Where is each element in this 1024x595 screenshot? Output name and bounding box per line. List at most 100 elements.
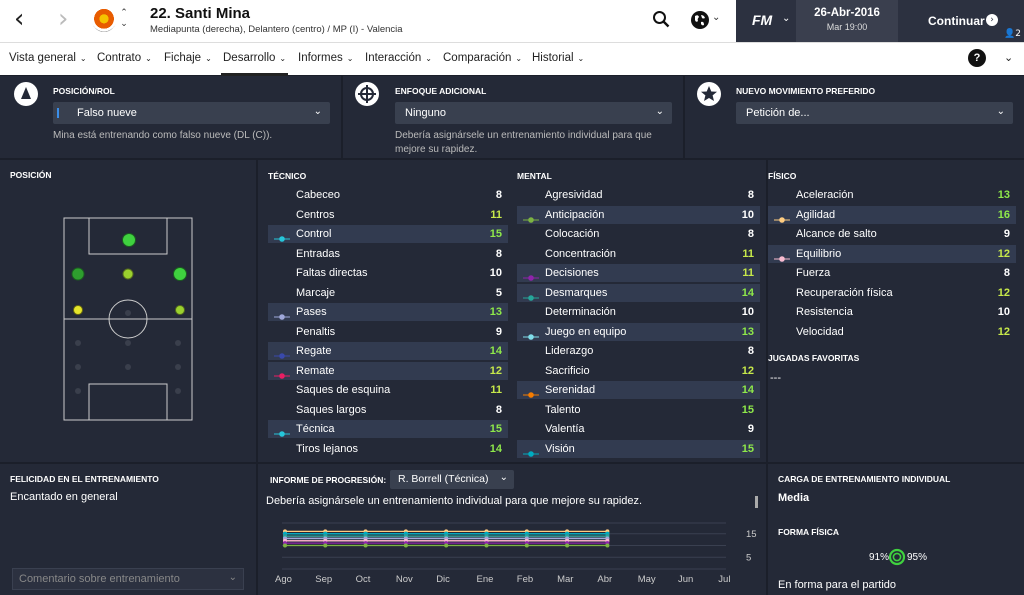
chart-y-tick-label: 15 bbox=[746, 529, 757, 540]
tab-comparacion[interactable]: Comparación ⌄ bbox=[443, 52, 523, 64]
attribute-row-tech-2[interactable]: Control 15 bbox=[268, 225, 508, 243]
attribute-row-tech-3[interactable]: Entradas 8 bbox=[268, 245, 508, 263]
fm-chevron-icon[interactable]: ⌄ bbox=[782, 13, 791, 24]
chart-point[interactable] bbox=[484, 543, 489, 548]
attribute-row-mental-5[interactable]: Desmarques 14 bbox=[517, 283, 760, 302]
attribute-row-mental-12[interactable]: Valentía 9 bbox=[517, 420, 760, 438]
attribute-row-tech-0[interactable]: Cabeceo 8 bbox=[268, 186, 508, 204]
tab-desarrollo[interactable]: Desarrollo ⌄ bbox=[220, 52, 289, 76]
attribute-row-tech-13[interactable]: Tiros lejanos 14 bbox=[268, 440, 508, 458]
chart-point[interactable] bbox=[323, 543, 328, 548]
new-move-value: Petición de... bbox=[746, 107, 810, 119]
attribute-value: 15 bbox=[741, 403, 754, 416]
help-icon[interactable]: ? bbox=[968, 49, 986, 67]
tab-informes[interactable]: Informes ⌄ bbox=[298, 52, 354, 64]
continue-arrow-icon[interactable]: › bbox=[986, 14, 998, 26]
back-icon[interactable]: ‹ bbox=[14, 4, 25, 34]
pitch-position-dl-c bbox=[122, 233, 136, 247]
attribute-highlight-icon bbox=[523, 270, 539, 281]
attribute-value: 14 bbox=[741, 286, 754, 299]
chart-point[interactable] bbox=[363, 543, 368, 548]
attribute-value: 8 bbox=[1003, 267, 1010, 279]
search-icon[interactable] bbox=[652, 10, 670, 28]
crosshair-icon bbox=[355, 82, 379, 106]
chart-point[interactable] bbox=[283, 543, 287, 548]
scrollbar[interactable] bbox=[755, 496, 758, 508]
attribute-row-mental-0[interactable]: Agresividad 8 bbox=[517, 186, 760, 204]
attribute-value: 11 bbox=[490, 208, 502, 221]
attribute-value: 12 bbox=[489, 364, 502, 377]
chart-point[interactable] bbox=[403, 543, 408, 548]
attribute-row-mental-8[interactable]: Liderazgo 8 bbox=[517, 342, 760, 360]
additional-focus-dropdown[interactable]: Ninguno ⌄ bbox=[395, 102, 672, 124]
attribute-row-phys-1[interactable]: Agilidad 16 bbox=[768, 205, 1016, 224]
attribute-row-phys-0[interactable]: Aceleración 13 bbox=[768, 186, 1016, 204]
attribute-row-phys-7[interactable]: Velocidad 12 bbox=[768, 323, 1016, 341]
attribute-row-phys-2[interactable]: Alcance de salto 9 bbox=[768, 225, 1016, 243]
coach-dropdown[interactable]: R. Borrell (Técnica) ⌄ bbox=[390, 470, 514, 489]
tab-contrato[interactable]: Contrato ⌄ bbox=[97, 52, 152, 64]
fm-logo[interactable]: FM bbox=[752, 12, 773, 28]
club-crest-icon[interactable] bbox=[92, 8, 116, 32]
continue-button[interactable]: Continuar bbox=[898, 0, 1024, 42]
attribute-row-mental-11[interactable]: Talento 15 bbox=[517, 401, 760, 419]
attribute-row-mental-4[interactable]: Decisiones 11 bbox=[517, 264, 760, 282]
workload-title: CARGA DE ENTRENAMIENTO INDIVIDUAL bbox=[778, 474, 951, 484]
attribute-row-mental-13[interactable]: Visión 15 bbox=[517, 439, 760, 458]
more-options-chevron-icon[interactable]: ⌄ bbox=[1004, 51, 1014, 64]
attribute-row-mental-6[interactable]: Determinación 10 bbox=[517, 303, 760, 321]
attribute-row-tech-7[interactable]: Penaltis 9 bbox=[268, 323, 508, 341]
tab-vista-general[interactable]: Vista general ⌄ bbox=[9, 52, 87, 64]
favorite-moves-value: --- bbox=[770, 372, 781, 384]
additional-focus-panel: ENFOQUE ADICIONAL Ninguno ⌄ Debería asig… bbox=[343, 76, 683, 158]
attribute-row-tech-4[interactable]: Faltas directas 10 bbox=[268, 264, 508, 282]
attribute-row-tech-11[interactable]: Saques largos 8 bbox=[268, 401, 508, 419]
tab-interaccion[interactable]: Interacción ⌄ bbox=[365, 52, 432, 64]
chart-point[interactable] bbox=[524, 543, 529, 548]
attribute-row-phys-3[interactable]: Equilibrio 12 bbox=[768, 244, 1016, 263]
attribute-row-phys-5[interactable]: Recuperación física 12 bbox=[768, 284, 1016, 302]
globe-icon[interactable] bbox=[690, 10, 710, 30]
chart-x-tick-label: Dic bbox=[436, 574, 450, 585]
globe-chevron-icon[interactable]: ⌄ bbox=[712, 12, 721, 23]
tab-historial[interactable]: Historial ⌄ bbox=[532, 52, 585, 64]
forward-icon[interactable]: › bbox=[58, 4, 69, 34]
attribute-row-tech-5[interactable]: Marcaje 5 bbox=[268, 284, 508, 302]
attribute-row-tech-12[interactable]: Técnica 15 bbox=[268, 420, 508, 438]
date-display[interactable]: 26-Abr-2016 Mar 19:00 bbox=[796, 0, 898, 42]
training-comment-dropdown[interactable]: Comentario sobre entrenamiento ⌄ bbox=[12, 568, 244, 590]
chart-point[interactable] bbox=[605, 543, 610, 548]
attribute-name: Recuperación física bbox=[796, 286, 893, 299]
attribute-row-tech-1[interactable]: Centros 11 bbox=[268, 206, 508, 224]
attribute-row-phys-4[interactable]: Fuerza 8 bbox=[768, 264, 1016, 282]
notification-count[interactable]: 👤2 bbox=[1004, 29, 1021, 39]
attribute-row-mental-2[interactable]: Colocación 8 bbox=[517, 225, 760, 243]
attribute-value: 9 bbox=[747, 423, 754, 435]
chevron-down-icon: ⌄ bbox=[499, 472, 508, 483]
attribute-row-mental-7[interactable]: Juego en equipo 13 bbox=[517, 322, 760, 341]
player-switch-icon[interactable]: ⌃ ⌄ bbox=[120, 8, 128, 29]
attribute-name: Centros bbox=[296, 208, 335, 221]
attribute-name: Fuerza bbox=[796, 267, 831, 279]
attribute-row-tech-8[interactable]: Regate 14 bbox=[268, 342, 508, 360]
favorite-moves-title: JUGADAS FAVORITAS bbox=[768, 353, 860, 363]
attribute-name: Liderazgo bbox=[545, 345, 594, 357]
tab-fichaje[interactable]: Fichaje ⌄ bbox=[164, 52, 212, 64]
attribute-name: Pases bbox=[296, 306, 327, 318]
attribute-row-mental-3[interactable]: Concentración 11 bbox=[517, 245, 760, 263]
chart-point[interactable] bbox=[565, 543, 570, 548]
attribute-row-tech-10[interactable]: Saques de esquina 11 bbox=[268, 381, 508, 399]
attribute-row-phys-6[interactable]: Resistencia 10 bbox=[768, 303, 1016, 321]
chart-point[interactable] bbox=[444, 543, 449, 548]
attribute-highlight-icon bbox=[523, 446, 539, 457]
attribute-highlight-icon bbox=[523, 329, 539, 340]
attribute-row-mental-10[interactable]: Serenidad 14 bbox=[517, 381, 760, 399]
attribute-name: Agilidad bbox=[796, 208, 836, 221]
new-move-panel: NUEVO MOVIMIENTO PREFERIDO Petición de..… bbox=[685, 76, 1024, 158]
new-move-dropdown[interactable]: Petición de... ⌄ bbox=[736, 102, 1013, 124]
position-role-dropdown[interactable]: Falso nueve ⌄ bbox=[53, 102, 330, 124]
attribute-row-mental-9[interactable]: Sacrificio 12 bbox=[517, 362, 760, 380]
attribute-row-tech-6[interactable]: Pases 13 bbox=[268, 303, 508, 321]
attribute-row-tech-9[interactable]: Remate 12 bbox=[268, 361, 508, 380]
attribute-row-mental-1[interactable]: Anticipación 10 bbox=[517, 205, 760, 224]
